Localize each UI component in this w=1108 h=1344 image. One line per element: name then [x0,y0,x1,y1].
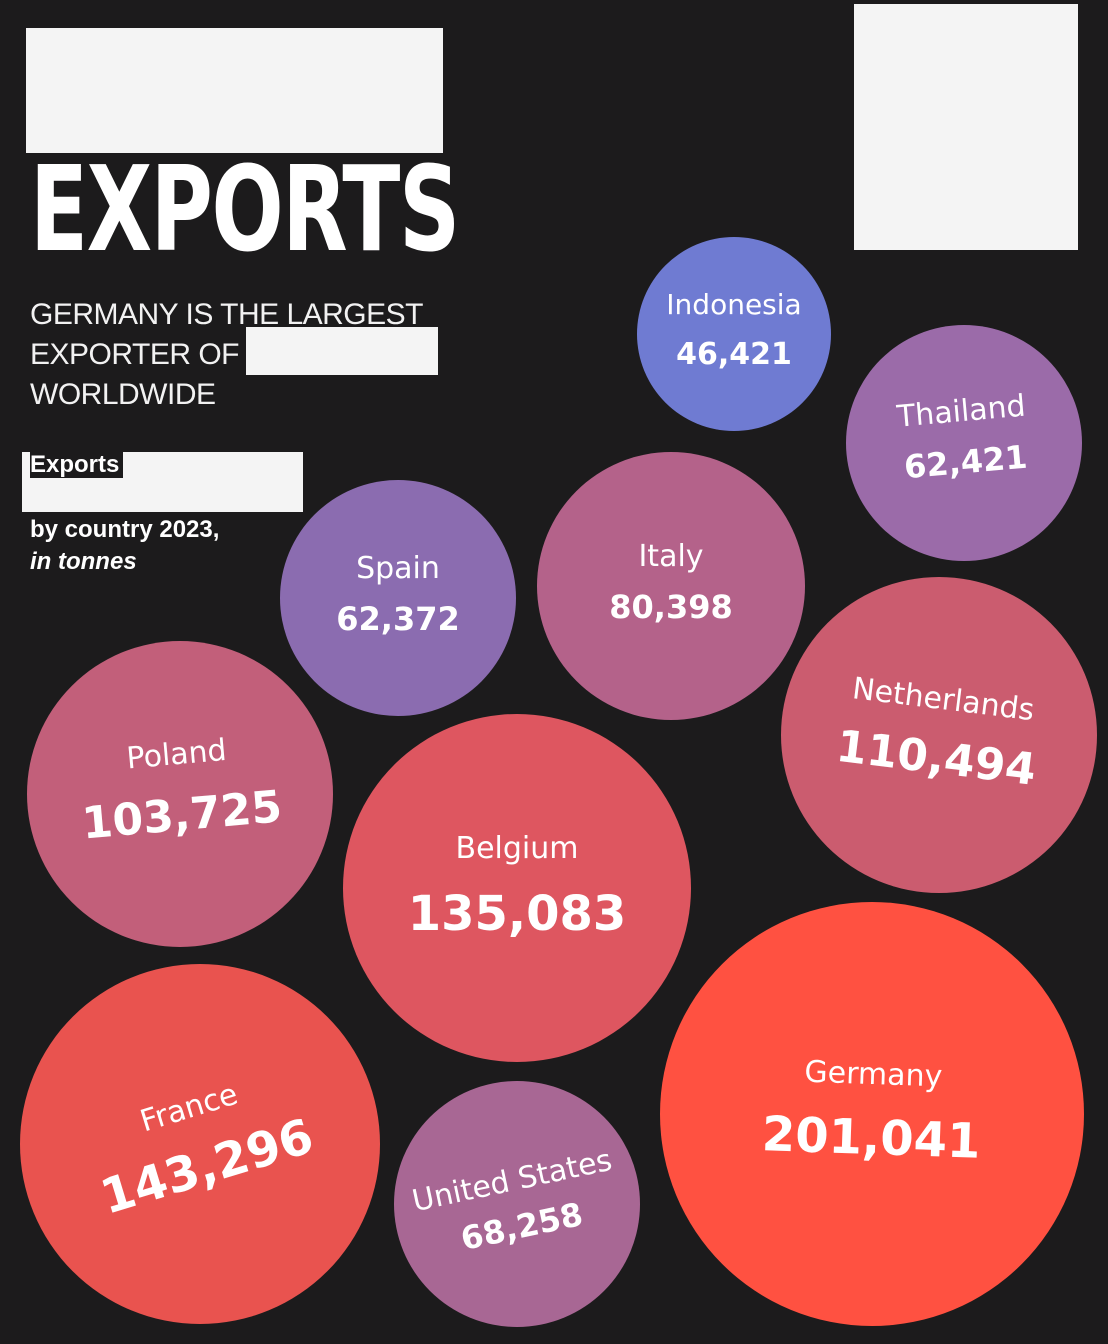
bubble-circle-thailand [846,325,1082,561]
bubble-value-indonesia: 46,421 [676,337,792,372]
bubble-circle-poland [27,641,333,947]
bubble-country-italy: Italy [638,539,703,574]
bubble-circle-germany [660,902,1084,1326]
bubble-value-italy: 80,398 [609,588,732,626]
bubble-circle-italy [537,452,805,720]
bubble-circle-belgium [343,714,691,1062]
bubble-country-poland: Poland [125,733,228,777]
chart-label-exports: Exports [30,452,124,478]
redacted-logo-block [26,28,443,153]
page-title: EXPORTS [30,140,460,278]
chart-label-unit: in tonnes [30,548,137,575]
page-subtitle: GERMANY IS THE LARGEST EXPORTER OF WORLD… [30,295,450,415]
redacted-badge-block [854,4,1078,250]
chart-label-year: by country 2023, [30,516,220,543]
bubble-belgium: Belgium 135,083 [343,714,691,1062]
bubble-value-belgium: 135,083 [408,886,627,942]
bubble-circle-united-states [394,1081,640,1327]
bubble-circle-indonesia [637,237,831,431]
bubble-circle-france [20,964,380,1324]
bubble-germany: Germany 201,041 [660,902,1084,1326]
subtitle-line-2: EXPORTER OF [30,338,239,371]
chart-label-by-country: by country 2023, in tonnes [30,514,219,578]
bubble-country-germany: Germany [804,1055,943,1095]
bubble-value-spain: 62,372 [336,600,459,638]
bubble-circle-spain [280,480,516,716]
subtitle-line-1: GERMANY IS THE LARGEST [30,298,424,331]
bubble-italy: Italy 80,398 [537,452,805,720]
subtitle-line-3: WORLDWIDE [30,378,216,411]
bubble-country-belgium: Belgium [456,831,579,866]
bubble-indonesia: Indonesia 46,421 [637,237,831,431]
bubble-country-indonesia: Indonesia [666,288,801,321]
bubble-value-germany: 201,041 [761,1106,981,1170]
bubble-circle-netherlands [781,577,1097,893]
redacted-subtitle-block [246,327,438,375]
bubble-spain: Spain 62,372 [280,480,516,716]
bubble-country-spain: Spain [356,551,440,586]
